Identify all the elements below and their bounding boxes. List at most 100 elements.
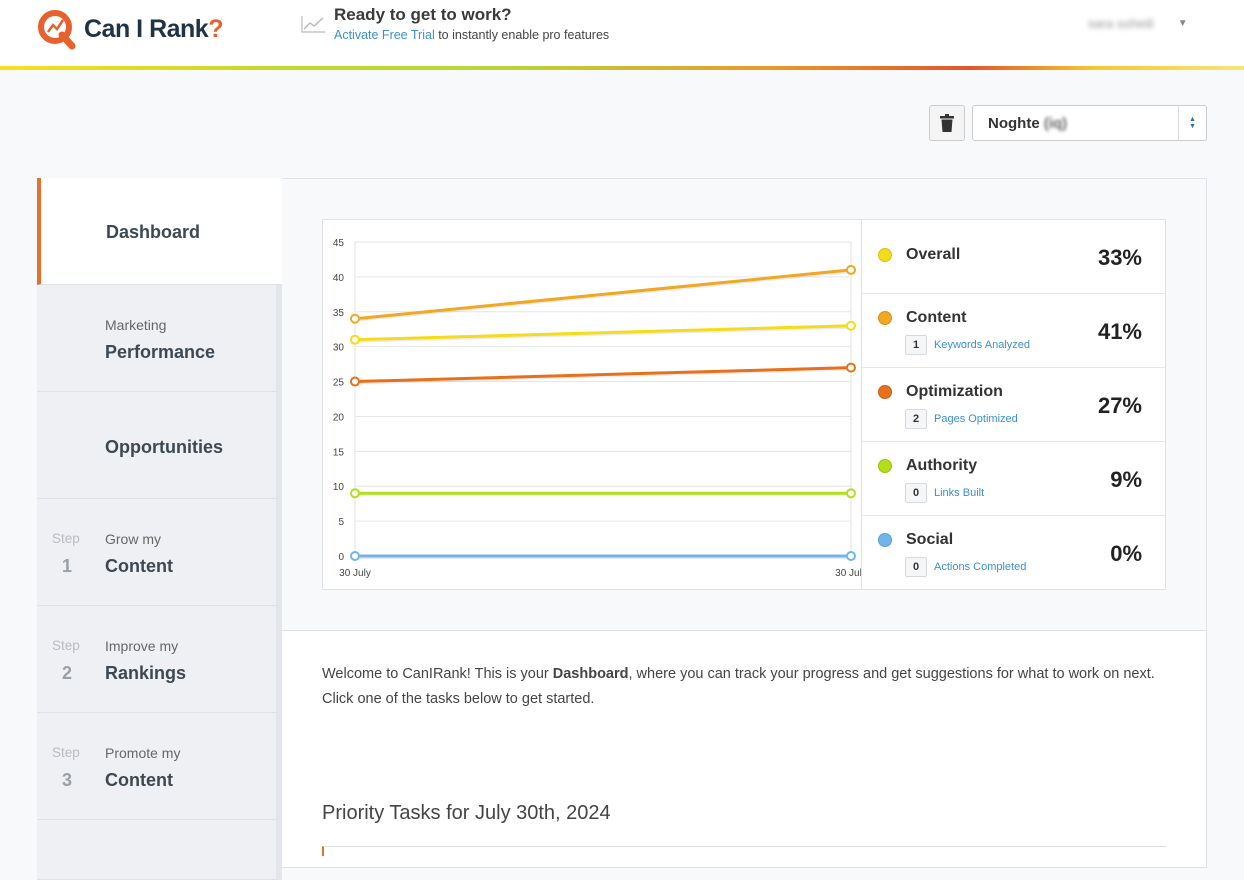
sidebar-item-step-3[interactable]: Step 3 Promote my Content [37, 713, 282, 820]
legend-row-overall[interactable]: Overall 33% [862, 220, 1165, 294]
progress-chart: 0 5 10 15 20 25 30 35 40 45 30 July 30 July [322, 219, 867, 590]
legend-percent: 9% [1110, 467, 1142, 492]
y-tick-label: 10 [333, 482, 345, 493]
overall-dot-icon [878, 248, 892, 262]
series-line [354, 324, 852, 342]
authority-dot-icon [878, 459, 892, 473]
sidebar-item-label: Content [105, 770, 173, 790]
priority-tasks-title: Priority Tasks for July 30th, 2024 [322, 802, 611, 824]
count-badge: 2 [905, 409, 927, 429]
logo-text: Can I Rank? [84, 15, 223, 44]
brand-gradient-line [0, 66, 1244, 70]
step-word: Step [52, 531, 80, 546]
count-label[interactable]: Links Built [934, 487, 985, 499]
series-point [350, 376, 360, 387]
user-name: sara soheili [1088, 16, 1154, 31]
step-number: 1 [62, 556, 73, 576]
x-tick-label: 30 July [835, 568, 861, 579]
legend-row-content[interactable]: Content 1 Keywords Analyzed 41% [862, 294, 1165, 368]
legend-percent: 27% [1097, 393, 1142, 418]
delete-project-button[interactable] [929, 105, 965, 141]
welcome-bold: Dashboard [552, 666, 629, 682]
sidebar-item-label: Rankings [105, 663, 187, 683]
series-point [846, 551, 856, 561]
logo[interactable]: Can I Rank? [36, 8, 223, 50]
sidebar-item-label: Opportunities [105, 437, 223, 457]
legend-row-social[interactable]: Social 0 Actions Completed 0% [862, 516, 1165, 590]
content-dot-icon [878, 311, 892, 325]
user-menu[interactable]: sara soheili ▼ [1088, 16, 1188, 31]
promo-banner: Ready to get to work? Activate Free Tria… [300, 5, 609, 42]
step-number: 3 [62, 770, 73, 790]
score-legend: Overall 33% Content 1 Keywords Analyzed … [861, 219, 1166, 590]
welcome-text: Welcome to CanIRank! This is your Dashbo… [322, 662, 1172, 712]
legend-percent: 0% [1110, 541, 1142, 566]
promo-rest: to instantly enable pro features [434, 28, 610, 42]
sidebar-item-sublabel: Promote my [105, 745, 181, 761]
series-point [350, 334, 360, 345]
trash-icon [940, 114, 954, 132]
count-label[interactable]: Keywords Analyzed [934, 339, 1030, 351]
magnifier-logo-icon [38, 10, 76, 50]
project-name: Noghte (iq) [988, 115, 1067, 132]
count-label[interactable]: Actions Completed [934, 561, 1027, 573]
step-word: Step [52, 638, 80, 653]
series-line [354, 366, 852, 384]
sidebar-item-performance[interactable]: Marketing Performance [37, 285, 282, 392]
y-tick-label: 45 [333, 238, 345, 249]
sidebar-item-more[interactable] [37, 820, 282, 880]
sidebar-item-label: Content [105, 556, 173, 576]
y-tick-label: 30 [333, 343, 345, 354]
legend-row-optimization[interactable]: Optimization 2 Pages Optimized 27% [862, 368, 1165, 442]
logo-question: ? [208, 14, 223, 43]
sidebar-item-label: Performance [105, 342, 216, 362]
sidebar-item-label: Dashboard [106, 222, 201, 242]
y-tick-label: 40 [333, 273, 345, 284]
top-bar: Can I Rank? Ready to get to work? Activa… [0, 0, 1244, 66]
sidebar-item-sublabel: Marketing [105, 317, 167, 333]
series-line [354, 268, 852, 321]
legend-name: Social [906, 531, 954, 548]
y-tick-label: 0 [338, 552, 344, 563]
step-number: 2 [62, 663, 73, 683]
count-badge: 0 [905, 483, 927, 503]
project-name-suffix: (iq) [1043, 115, 1068, 132]
legend-name: Optimization [906, 383, 1003, 400]
promo-subtitle: Activate Free Trial to instantly enable … [334, 28, 609, 42]
series-point [350, 551, 360, 561]
sidebar: Dashboard Marketing Performance Opportun… [37, 178, 282, 880]
task-card[interactable] [322, 846, 1166, 856]
sidebar-item-opportunities[interactable]: Opportunities [37, 392, 282, 499]
sidebar-item-sublabel: Grow my [105, 531, 161, 547]
welcome-pre: Welcome to CanIRank! This is your [322, 666, 553, 682]
count-label[interactable]: Pages Optimized [934, 413, 1018, 425]
welcome-post: , where you can track your progress and … [322, 666, 1155, 707]
y-tick-label: 25 [333, 378, 345, 389]
legend-row-authority[interactable]: Authority 0 Links Built 9% [862, 442, 1165, 516]
trend-chart-icon [301, 16, 325, 33]
social-dot-icon [878, 533, 892, 547]
legend-percent: 33% [1097, 245, 1142, 270]
plot-area [354, 241, 852, 557]
project-name-main: Noghte [988, 115, 1040, 132]
sidebar-item-dashboard[interactable]: Dashboard [37, 178, 282, 285]
legend-name: Overall [906, 246, 961, 263]
series-point [350, 488, 360, 499]
project-select[interactable]: Noghte (iq) ▲ ▼ [972, 105, 1207, 141]
chevron-down-icon: ▼ [1177, 18, 1188, 29]
y-tick-label: 35 [333, 308, 345, 319]
step-word: Step [52, 745, 80, 760]
series-point [350, 313, 360, 324]
progress-line-chart: 0 5 10 15 20 25 30 35 40 45 30 July 30 July [333, 238, 867, 579]
activate-trial-link[interactable]: Activate Free Trial [334, 28, 435, 42]
sidebar-item-step-2[interactable]: Step 2 Improve my Rankings [37, 606, 282, 713]
series-point [846, 264, 856, 275]
count-badge: 0 [905, 557, 927, 577]
count-badge: 1 [905, 335, 927, 355]
x-tick-label: 30 July [339, 568, 371, 579]
sidebar-item-step-1[interactable]: Step 1 Grow my Content [37, 499, 282, 606]
legend-name: Authority [906, 457, 978, 474]
y-tick-label: 20 [333, 412, 345, 423]
promo-title: Ready to get to work? [334, 5, 512, 24]
legend-name: Content [906, 309, 967, 326]
